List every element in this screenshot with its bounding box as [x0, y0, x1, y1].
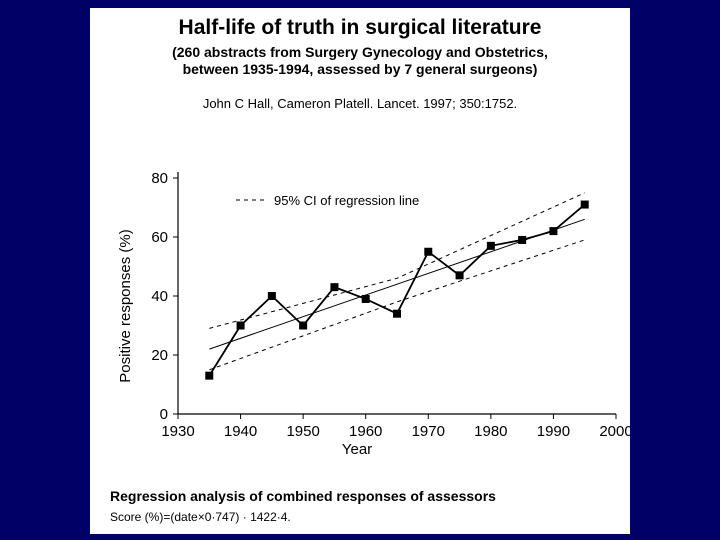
data-point-marker [205, 371, 214, 380]
x-tick-label: 1990 [537, 423, 570, 440]
x-axis-label: Year [342, 441, 372, 458]
x-tick-label: 1930 [161, 423, 194, 440]
data-point-marker [393, 309, 401, 318]
slide-title: Half-life of truth in surgical literatur… [178, 16, 542, 39]
x-tick-label: 1950 [286, 423, 319, 440]
y-tick-label: 40 [151, 288, 168, 305]
data-point-marker [549, 227, 558, 236]
y-tick-label: 0 [160, 406, 168, 423]
data-point-marker [580, 200, 589, 209]
data-point-marker [518, 235, 527, 244]
y-tick-label: 20 [151, 347, 168, 364]
citation: John C Hall, Cameron Platell. Lancet. 19… [202, 96, 518, 111]
data-point-marker [330, 283, 339, 292]
data-point-marker [267, 292, 276, 300]
y-axis-label: Positive responses (%) [117, 229, 134, 382]
slide-panel: Half-life of truth in surgical literatur… [90, 8, 630, 534]
chart: 1930 1940 1950 1960 1970 1980 1990 2000 0 20 40 60 8… [117, 170, 630, 458]
data-point-marker [236, 321, 245, 330]
regression-line [209, 218, 585, 350]
data-point-marker [424, 247, 433, 256]
ci-upper-line [209, 192, 585, 329]
y-tick-label: 80 [151, 170, 168, 187]
data-point-marker [455, 271, 464, 280]
legend-label: 95% CI of regression line [274, 193, 419, 208]
subtitle-line-2: between 1935-1994, assessed by 7 general… [182, 61, 538, 77]
ci-lower-line [209, 239, 585, 371]
x-tick-label: 1980 [474, 423, 507, 440]
footer-title: Regression analysis of combined response… [110, 488, 496, 504]
x-tick-label: 1970 [412, 423, 445, 440]
x-tick-label: 1940 [224, 423, 257, 440]
data-point-marker [361, 294, 370, 303]
data-point-marker [486, 241, 495, 250]
subtitle-line-1: (260 abstracts from Surgery Gynecology a… [172, 44, 548, 60]
x-tick-label: 2000 [599, 423, 630, 440]
footer-formula: Score (%)=(date×0·747) · 1422·4. [110, 510, 291, 524]
y-tick-label: 60 [151, 229, 168, 246]
data-point-marker [299, 321, 308, 330]
x-tick-label: 1960 [349, 423, 382, 440]
slide-subtitle: (260 abstracts from Surgery Gynecology a… [90, 44, 630, 78]
